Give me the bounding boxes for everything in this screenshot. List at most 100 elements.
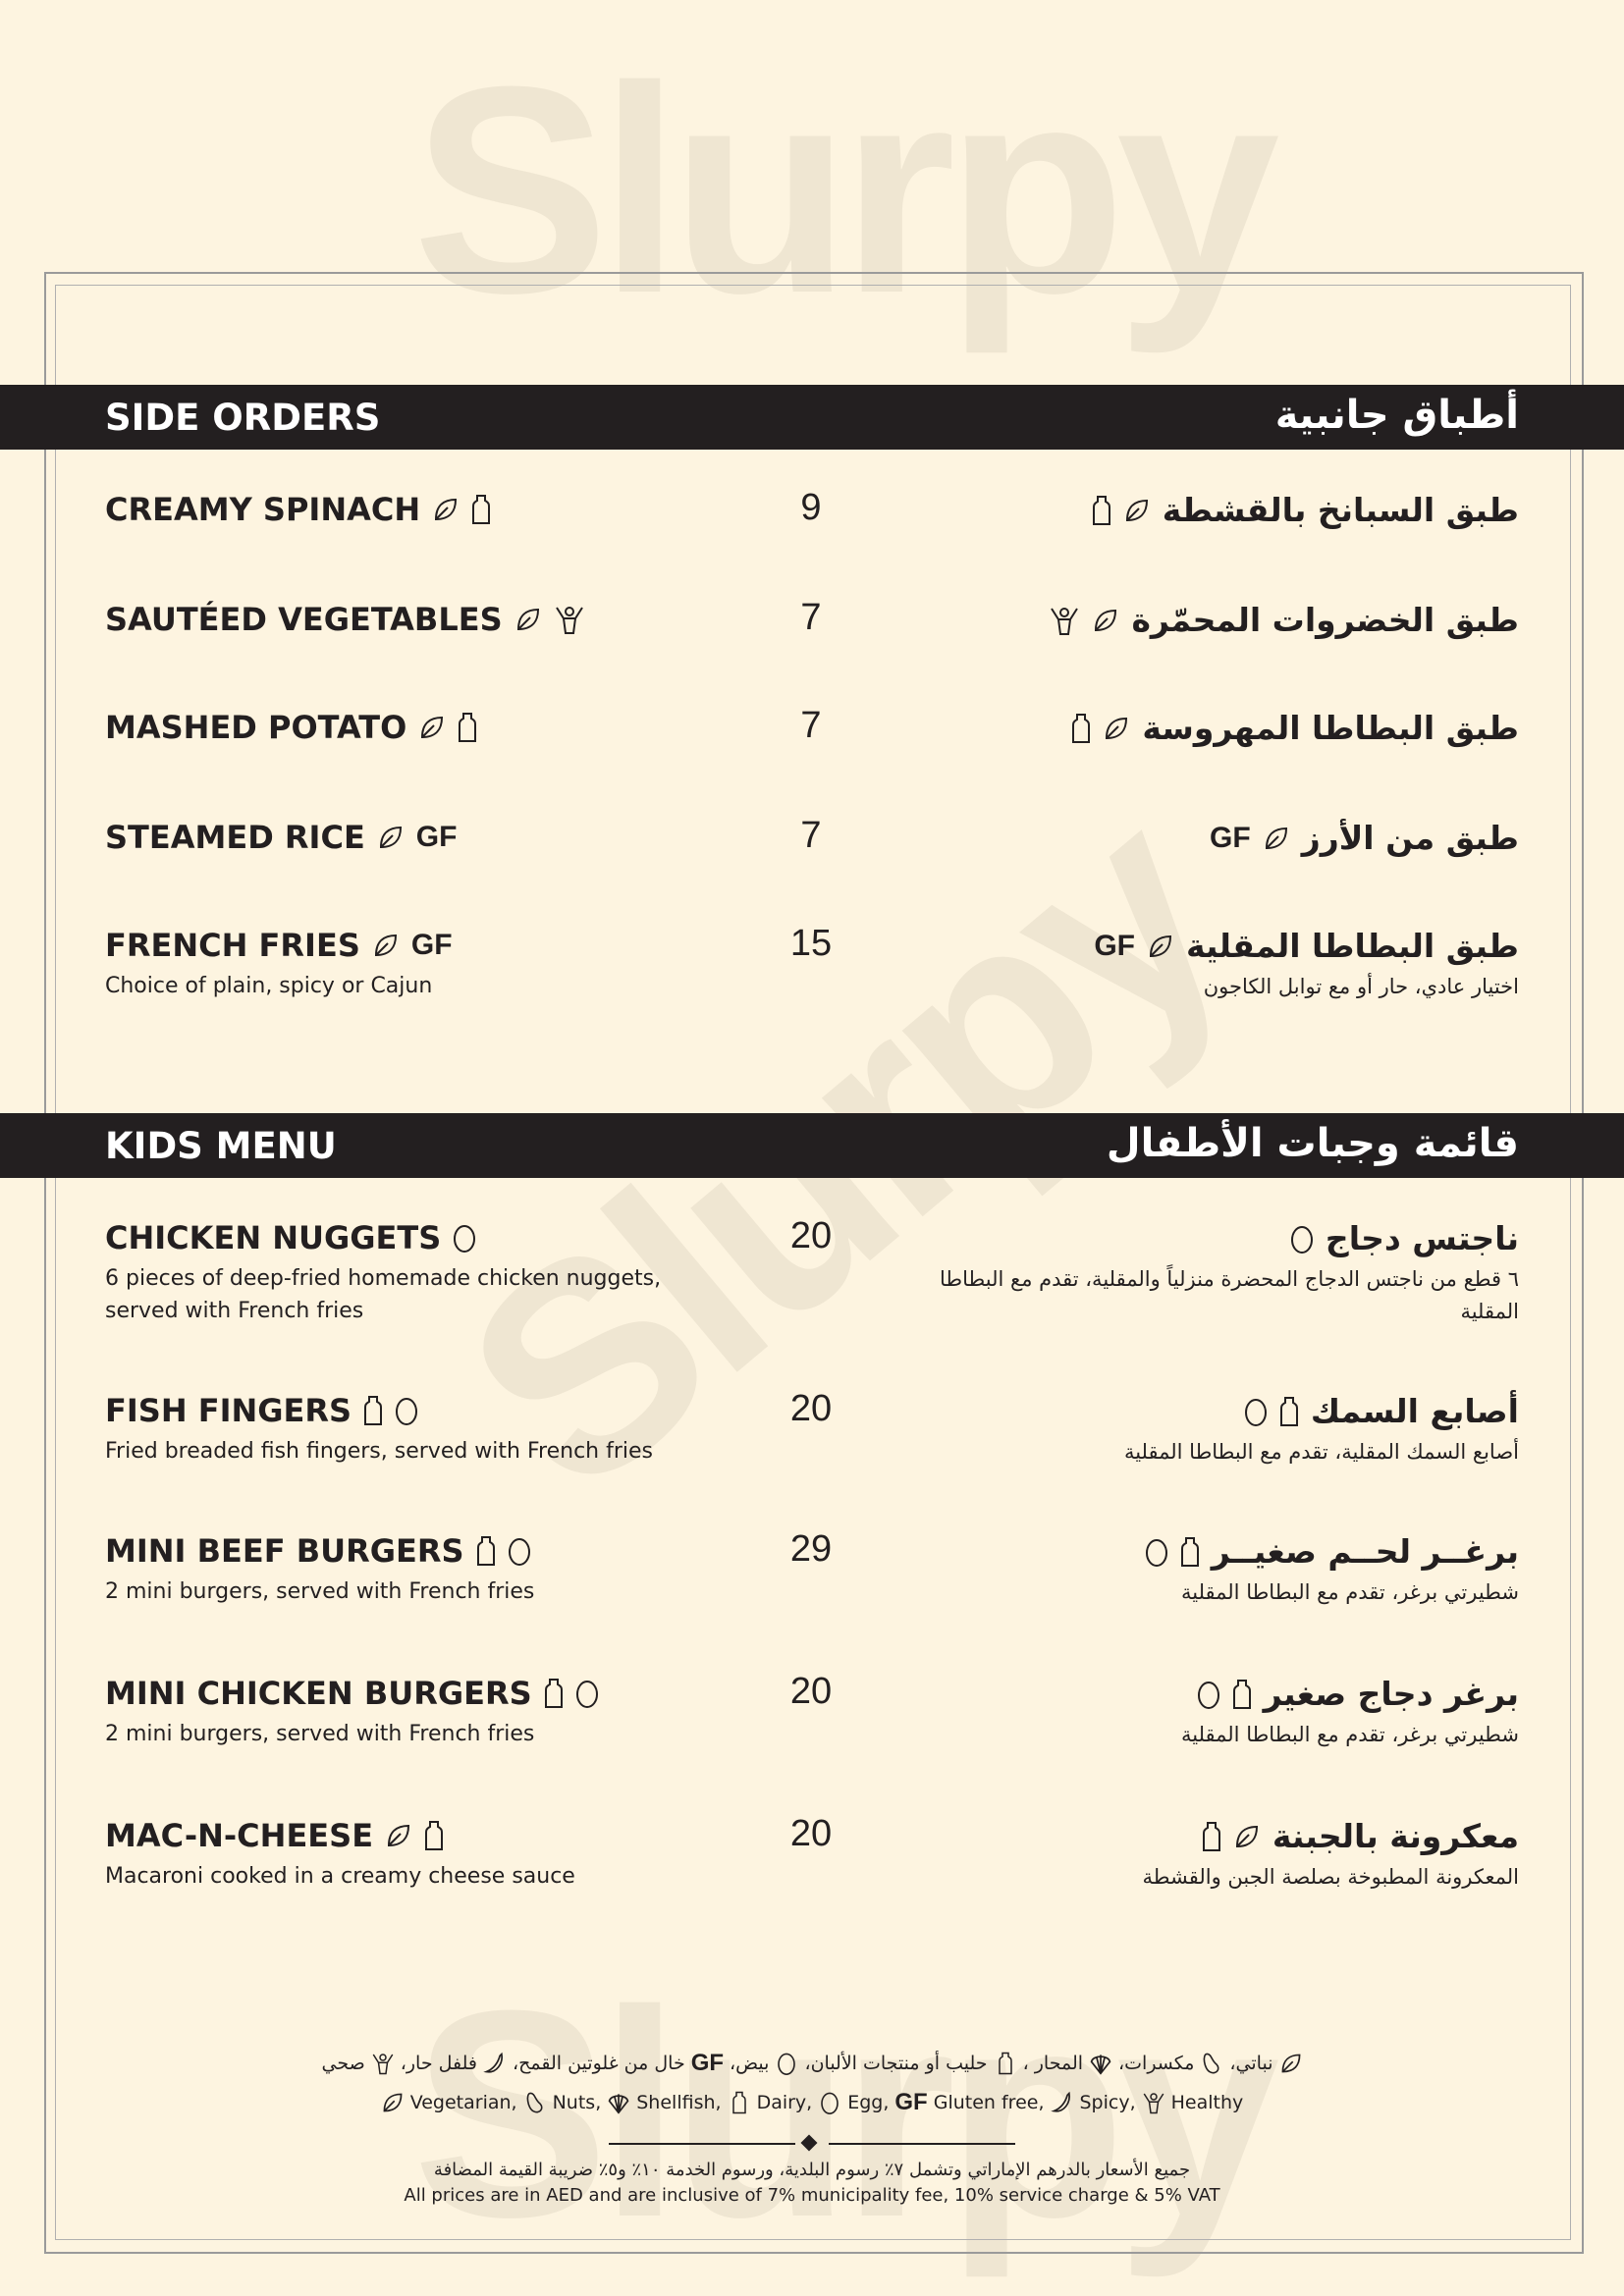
legend-en: Vegetarian, Nuts, Shellfish, Dairy, Egg, GF Gl… bbox=[0, 2089, 1624, 2116]
legend-label: Shellfish, bbox=[636, 2092, 722, 2113]
legend-label: Vegetarian, bbox=[409, 2092, 517, 2113]
item-name-text-ar: أصابع السمك bbox=[1310, 1392, 1519, 1430]
item-en: CREAMY SPINACH bbox=[105, 491, 694, 528]
vegetarian-leaf-icon bbox=[377, 824, 405, 851]
vegetarian-leaf-icon bbox=[1233, 1823, 1261, 1850]
item-price: 20 bbox=[789, 1671, 833, 1712]
item-name-ar: طبق الخضروات المحمّرة bbox=[910, 601, 1519, 639]
gluten-free-icon: GF bbox=[894, 2089, 928, 2115]
item-ar: طبق من الأرز GF bbox=[910, 819, 1519, 857]
legend-label: صحي bbox=[321, 2053, 365, 2074]
item-name-text-ar: طبق البطاطا المقلية bbox=[1186, 927, 1519, 965]
item-name-text-ar: برغر دجاج صغير bbox=[1263, 1675, 1519, 1713]
section-title-en: SIDE ORDERS bbox=[105, 397, 381, 439]
dairy-bottle-icon bbox=[1279, 1396, 1299, 1427]
legend-label: Nuts, bbox=[552, 2092, 602, 2113]
item-name-ar: ناجتس دجاج bbox=[910, 1219, 1519, 1257]
watermark-bottom: Slurpy bbox=[412, 1949, 1280, 2278]
item-name-en: CHICKEN NUGGETS bbox=[105, 1219, 694, 1256]
legend-label: فلفل حار، bbox=[400, 2053, 477, 2074]
egg-icon bbox=[575, 1679, 599, 1708]
section-header-1: KIDS MENU قائمة وجبات الأطفال bbox=[0, 1113, 1624, 1178]
vegetarian-leaf-icon bbox=[1123, 497, 1151, 524]
item-price: 20 bbox=[789, 1388, 833, 1429]
shellfish-icon bbox=[607, 2091, 630, 2114]
section-header-0: SIDE ORDERS أطباق جانبية bbox=[0, 385, 1624, 450]
item-name-ar: أصابع السمك bbox=[910, 1392, 1519, 1430]
item-en: MINI CHICKEN BURGERS 2 mini burgers, serv… bbox=[105, 1675, 694, 1750]
nuts-icon bbox=[1200, 2052, 1223, 2075]
price-note-ar: جميع الأسعار بالدرهم الإماراتي وتشمل ٧٪ … bbox=[433, 2160, 1191, 2180]
item-ar: برغر دجاج صغير شطيرتي برغر، تقدم مع البطا… bbox=[910, 1675, 1519, 1751]
item-name-text-ar: طبق من الأرز bbox=[1301, 819, 1519, 857]
dairy-bottle-icon bbox=[471, 494, 491, 525]
spicy-chili-icon bbox=[483, 2052, 507, 2075]
item-description-en: 2 mini burgers, served with French fries bbox=[105, 1722, 535, 1746]
item-price: 7 bbox=[800, 705, 822, 746]
vegetarian-leaf-icon bbox=[1263, 825, 1290, 852]
item-description-ar: شطيرتي برغر، تقدم مع البطاطا المقلية bbox=[1180, 1723, 1519, 1746]
item-name-ar: طبق السبانخ بالقشطة bbox=[910, 491, 1519, 529]
item-description-ar: المعكرونة المطبوخة بصلصة الجبن والقشطة bbox=[1142, 1865, 1519, 1889]
item-name-en: MASHED POTATO bbox=[105, 709, 694, 746]
section-title-en: KIDS MENU bbox=[105, 1125, 337, 1167]
item-ar: أصابع السمك أصابع السمك المقلية، تقدم مع … bbox=[910, 1392, 1519, 1468]
item-name-en: FISH FINGERS bbox=[105, 1392, 694, 1429]
item-name-text-en: STEAMED RICE bbox=[105, 819, 365, 856]
item-name-ar: برغر دجاج صغير bbox=[910, 1675, 1519, 1713]
item-ar: طبق البطاطا المقلية GF اختيار عادي، حار أو… bbox=[910, 927, 1519, 1003]
spicy-chili-icon bbox=[1050, 2091, 1074, 2114]
item-name-en: STEAMED RICE GF bbox=[105, 819, 694, 856]
watermark-top: Slurpy bbox=[412, 25, 1280, 354]
item-description-en: Choice of plain, spicy or Cajun bbox=[105, 974, 433, 998]
shellfish-icon bbox=[1089, 2052, 1112, 2075]
gluten-free-icon: GF bbox=[690, 2050, 725, 2076]
dairy-bottle-icon bbox=[1071, 713, 1091, 744]
vegetarian-leaf-icon bbox=[514, 606, 542, 633]
item-ar: برغــر لحــم صغيــر شطيرتي برغر، تقدم مع … bbox=[910, 1532, 1519, 1609]
item-name-text-en: FISH FINGERS bbox=[105, 1392, 352, 1429]
item-description-ar: أصابع السمك المقلية، تقدم مع البطاطا الم… bbox=[1123, 1440, 1519, 1464]
item-name-en: MAC-N-CHEESE bbox=[105, 1817, 694, 1854]
item-name-ar: معكرونة بالجبنة bbox=[910, 1817, 1519, 1855]
section-title-ar: قائمة وجبات الأطفال bbox=[1106, 1121, 1519, 1166]
item-name-en: MINI BEEF BURGERS bbox=[105, 1532, 694, 1570]
legend-label: نباتي، bbox=[1229, 2053, 1273, 2074]
healthy-icon bbox=[1142, 2091, 1165, 2114]
vegetarian-leaf-icon bbox=[1279, 2052, 1303, 2075]
legend-label: Spicy, bbox=[1079, 2092, 1136, 2113]
item-price: 9 bbox=[800, 487, 822, 528]
item-price: 29 bbox=[789, 1528, 833, 1570]
vegetarian-leaf-icon bbox=[418, 714, 446, 741]
dairy-bottle-icon bbox=[1232, 1679, 1252, 1710]
item-en: CHICKEN NUGGETS 6 pieces of deep-fried ho… bbox=[105, 1219, 694, 1327]
price-note-en: All prices are in AED and are inclusive … bbox=[404, 2185, 1220, 2206]
dairy-bottle-icon bbox=[476, 1535, 496, 1567]
gluten-free-icon: GF bbox=[415, 821, 458, 853]
item-en: MAC-N-CHEESE Macaroni cooked in a creamy … bbox=[105, 1817, 694, 1893]
legend-label: المحار ، bbox=[1022, 2053, 1084, 2074]
egg-icon bbox=[1197, 1680, 1220, 1709]
item-name-text-en: MAC-N-CHEESE bbox=[105, 1817, 374, 1854]
item-en: MASHED POTATO bbox=[105, 709, 694, 746]
dairy-bottle-icon bbox=[1092, 495, 1111, 526]
item-description-ar: ٦ قطع من ناجتس الدجاج المحضرة منزلياً وا… bbox=[940, 1267, 1519, 1323]
item-name-ar: طبق البطاطا المقلية GF bbox=[910, 927, 1519, 965]
healthy-icon bbox=[554, 604, 585, 635]
item-description-en: 6 pieces of deep-fried homemade chicken … bbox=[105, 1266, 662, 1323]
vegetarian-leaf-icon bbox=[381, 2091, 405, 2114]
egg-icon bbox=[1145, 1537, 1168, 1567]
egg-icon bbox=[508, 1536, 531, 1566]
section-title-ar: أطباق جانبية bbox=[1274, 393, 1519, 438]
legend-label: Gluten free, bbox=[933, 2092, 1045, 2113]
item-name-text-ar: برغــر لحــم صغيــر bbox=[1211, 1532, 1519, 1571]
item-name-text-en: CREAMY SPINACH bbox=[105, 491, 421, 528]
item-en: FRENCH FRIES GF Choice of plain, spicy or … bbox=[105, 927, 694, 1002]
item-description-en: Macaroni cooked in a creamy cheese sauce bbox=[105, 1864, 575, 1889]
item-name-text-en: MINI BEEF BURGERS bbox=[105, 1532, 464, 1570]
item-name-text-ar: طبق البطاطا المهروسة bbox=[1142, 709, 1519, 747]
egg-icon bbox=[453, 1223, 476, 1253]
page-frame-inner bbox=[55, 285, 1571, 2240]
vegetarian-leaf-icon bbox=[1103, 715, 1130, 742]
egg-icon bbox=[775, 2052, 798, 2075]
